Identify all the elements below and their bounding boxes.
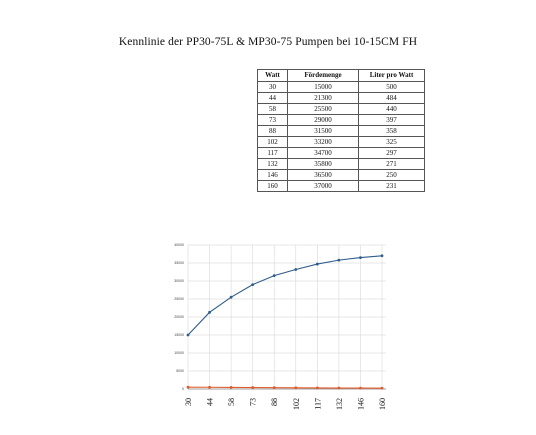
data-point <box>251 386 255 389</box>
table-row: 44 21300 484 <box>257 92 425 104</box>
x-tick-label: 160 <box>378 398 387 410</box>
series-line <box>187 255 383 336</box>
y-tick-label: 40000 <box>174 243 184 247</box>
data-point <box>186 333 190 337</box>
table-row: 58 25500 440 <box>257 103 425 115</box>
x-tick-label: 117 <box>313 398 322 410</box>
table-cell: 231 <box>358 180 425 192</box>
data-point <box>359 386 362 390</box>
series-line <box>187 386 383 389</box>
data-point <box>229 386 233 389</box>
data-point <box>337 386 341 390</box>
data-point <box>294 386 298 390</box>
x-tick-label: 58 <box>227 398 236 406</box>
data-point <box>380 386 384 390</box>
table-row: 102 33200 325 <box>257 136 425 148</box>
data-point <box>272 274 276 277</box>
data-point <box>359 256 362 259</box>
data-point <box>186 385 190 389</box>
y-tick-label: 10000 <box>174 351 184 355</box>
table-row: 160 37000 231 <box>257 180 425 192</box>
data-point <box>315 262 319 266</box>
data-point <box>337 258 341 262</box>
data-point <box>315 386 319 390</box>
data-point <box>208 385 211 389</box>
table-row: 88 31500 358 <box>257 125 425 137</box>
x-tick-label: 102 <box>292 398 301 410</box>
table-row: 132 35800 271 <box>257 158 425 170</box>
data-point <box>380 254 384 258</box>
y-tick-label: 5000 <box>176 369 184 373</box>
table-cell: 37000 <box>287 180 359 192</box>
data-point <box>294 268 298 271</box>
page-title: Kennlinie der PP30-75L & MP30-75 Pumpen … <box>118 36 418 48</box>
x-tick-label: 73 <box>249 398 258 406</box>
y-tick-label: 0 <box>182 387 184 391</box>
x-tick-label: 88 <box>270 398 279 406</box>
x-tick-label: 30 <box>184 398 193 406</box>
data-table: Watt Fördemenge Liter pro Watt 30 15000 500 4… <box>257 69 425 192</box>
y-tick-label: 20000 <box>174 315 184 319</box>
x-tick-label: 146 <box>356 398 365 410</box>
table-body: 30 15000 500 44 21300 484 58 25500 440 73 29000 397… <box>257 81 425 192</box>
y-tick-label: 25000 <box>174 297 184 301</box>
table-row: 146 36500 250 <box>257 169 425 181</box>
x-tick-label: 44 <box>206 398 215 406</box>
data-point <box>229 295 233 299</box>
x-tick-label: 132 <box>335 398 344 410</box>
data-point <box>272 386 276 390</box>
y-tick-label: 30000 <box>174 279 184 283</box>
data-point <box>208 310 211 314</box>
table-header-row: Watt Fördemenge Liter pro Watt <box>257 69 425 82</box>
y-tick-label: 35000 <box>174 261 184 265</box>
y-tick-label: 15000 <box>174 333 184 337</box>
data-point <box>251 283 255 286</box>
